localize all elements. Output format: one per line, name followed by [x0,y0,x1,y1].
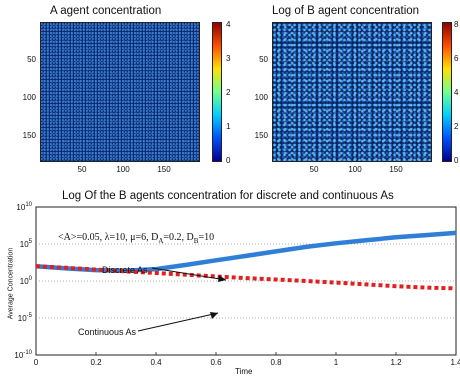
arrowhead-continuous [210,312,218,319]
panel-b-heatmap [272,22,432,162]
annotations: Discrete As Continuous As [78,265,227,337]
panel-a-colorbar [212,22,222,162]
panel-a-cbar-tick: 2 [226,88,231,97]
x-tick-label: 0.4 [150,358,162,367]
arrow-discrete [151,267,227,281]
panel-a-xtick: 100 [116,165,130,174]
panel-a-title: A agent concentration [50,5,162,17]
x-tick-label: 1 [334,358,339,367]
panel-a-ytick: 150 [22,131,36,140]
chart-title: Log Of the B agents concentration for di… [62,190,394,202]
axis-ticks: 1010 105 100 10-5 10-100 0.2 0.4 0.6 0.8 1 1.2 1.4 [14,202,460,367]
y-tick-label: 10-10 [14,350,32,360]
y-tick-label: 10-5 [18,313,33,323]
panel-a-cbar-tick: 0 [226,156,231,165]
plot-area [35,206,457,356]
x-tick-label: 0.6 [210,358,222,367]
panel-b-cbar-tick: 2 [454,122,459,131]
x-tick-label: 0 [34,358,39,367]
series-layer [35,230,457,291]
y-tick-label: 1010 [16,202,32,212]
parameter-annotation: <A>=0.05, λ=10, μ=6, DA=0.2, DB=10 [58,232,214,245]
y-tick-label: 100 [20,276,33,286]
panel-a-cbar-tick: 1 [226,122,231,131]
x-tick-label: 1.2 [390,358,402,367]
panel-b-cbar-tick: 8 [454,20,459,29]
panel-a-ytick: 50 [27,55,36,64]
panel-a-xtick: 50 [77,165,87,174]
y-axis-label: Average Concentration [7,247,15,320]
arrow-continuous [137,312,219,332]
panel-b-ytick: 150 [254,131,268,140]
panel-b-cbar-tick: 0 [454,156,459,165]
x-tick-label: 0.2 [90,358,102,367]
panel-b-xtick: 100 [348,165,362,174]
panel-b-colorbar [442,22,452,162]
panel-a-heatmap [40,22,200,162]
panel-b-xtick: 150 [389,165,403,174]
panel-a-ytick: 100 [22,93,36,102]
panel-a-cbar-tick: 3 [226,54,231,63]
panel-a-xtick: 150 [157,165,171,174]
panel-b-cbar-tick: 4 [454,88,459,97]
series-label-continuous: Continuous As [78,327,137,337]
panel-b-ytick: 50 [259,55,268,64]
panel-a-cbar-tick: 4 [226,20,231,29]
panel-b-cbar-tick: 6 [454,54,459,63]
series-continuous-line [35,264,457,291]
gridlines [36,243,456,319]
x-tick-label: 1.4 [450,358,460,367]
x-tick-label: 0.8 [270,358,282,367]
series-label-discrete: Discrete As [102,265,148,275]
panel-b-xtick: 50 [309,165,319,174]
y-tick-label: 105 [20,239,33,249]
series-discrete-line [35,230,457,273]
panel-b-title: Log of B agent concentration [272,5,420,17]
arrowhead-discrete [218,275,226,282]
x-axis-label: Time [235,367,253,376]
panel-b-ytick: 100 [254,93,268,102]
